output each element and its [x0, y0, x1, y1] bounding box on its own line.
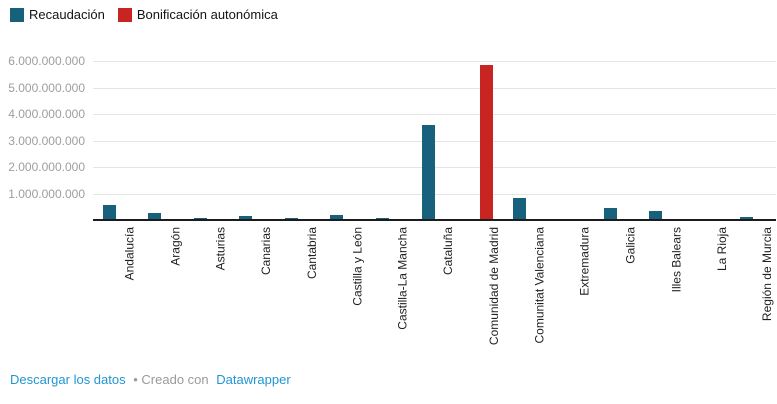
bar-recaudacion[interactable]	[239, 216, 253, 220]
x-axis-label: Comunidad de Madrid	[487, 227, 502, 346]
gridline	[93, 193, 776, 195]
bar-recaudacion[interactable]	[193, 217, 207, 220]
legend-label-bonificacion: Bonificación autonómica	[136, 7, 278, 22]
x-axis-label: Castilla-La Mancha	[395, 227, 410, 330]
datawrapper-link[interactable]: Datawrapper	[216, 372, 291, 387]
legend: Recaudación Bonificación autonómica	[10, 8, 278, 22]
x-axis-label: Illes Balears	[669, 227, 684, 293]
y-axis-label: 2.000.000.000	[8, 160, 85, 175]
legend-item-bonificacion: Bonificación autonómica	[117, 7, 278, 22]
bar-bonificacion[interactable]	[480, 65, 494, 220]
bar-recaudacion[interactable]	[330, 214, 344, 220]
x-axis-label: Andalucía	[122, 227, 137, 281]
y-axis-label: 4.000.000.000	[8, 107, 85, 122]
bar-recaudacion[interactable]	[740, 217, 754, 220]
download-data-link[interactable]: Descargar los datos	[10, 372, 126, 387]
bar-recaudacion[interactable]	[102, 204, 116, 220]
x-axis-label: Galicia	[623, 227, 638, 264]
y-axis-label: 5.000.000.000	[8, 80, 85, 95]
gridline	[93, 114, 776, 116]
y-axis-label: 1.000.000.000	[8, 186, 85, 201]
gridline	[93, 167, 776, 169]
x-axis-label: Canarias	[259, 227, 274, 276]
x-axis-label: La Rioja	[714, 227, 729, 272]
x-axis-label: Comunitat Valenciana	[532, 227, 547, 344]
gridline	[93, 87, 776, 89]
legend-swatch-recaudacion	[10, 8, 24, 22]
bar-recaudacion[interactable]	[603, 207, 617, 220]
x-axis-label: Cataluña	[441, 227, 456, 276]
y-axis-label: 6.000.000.000	[8, 54, 85, 69]
legend-label-recaudacion: Recaudación	[29, 7, 105, 22]
footer: Descargar los datos • Creado con Datawra…	[10, 372, 291, 387]
x-axis-label: Asturias	[213, 227, 228, 271]
legend-item-recaudacion: Recaudación	[10, 8, 105, 22]
gridline	[93, 61, 776, 63]
bar-recaudacion[interactable]	[148, 213, 162, 220]
x-axis-label: Extremadura	[578, 227, 593, 296]
bar-recaudacion[interactable]	[421, 125, 435, 220]
bar-recaudacion[interactable]	[284, 217, 298, 220]
legend-swatch-bonificacion	[117, 8, 132, 22]
x-axis-label: Cantabria	[304, 227, 319, 280]
y-axis-label: 3.000.000.000	[8, 133, 85, 148]
footer-created-with: • Creado con	[133, 372, 209, 387]
x-axis-label: Región de Murcia	[760, 227, 775, 322]
x-axis-label: Aragón	[168, 227, 183, 266]
bar-recaudacion[interactable]	[649, 211, 663, 220]
x-axis-label: Castilla y León	[350, 227, 365, 306]
bar-recaudacion[interactable]	[512, 198, 526, 220]
gridline	[93, 140, 776, 142]
x-axis-line	[93, 219, 776, 221]
